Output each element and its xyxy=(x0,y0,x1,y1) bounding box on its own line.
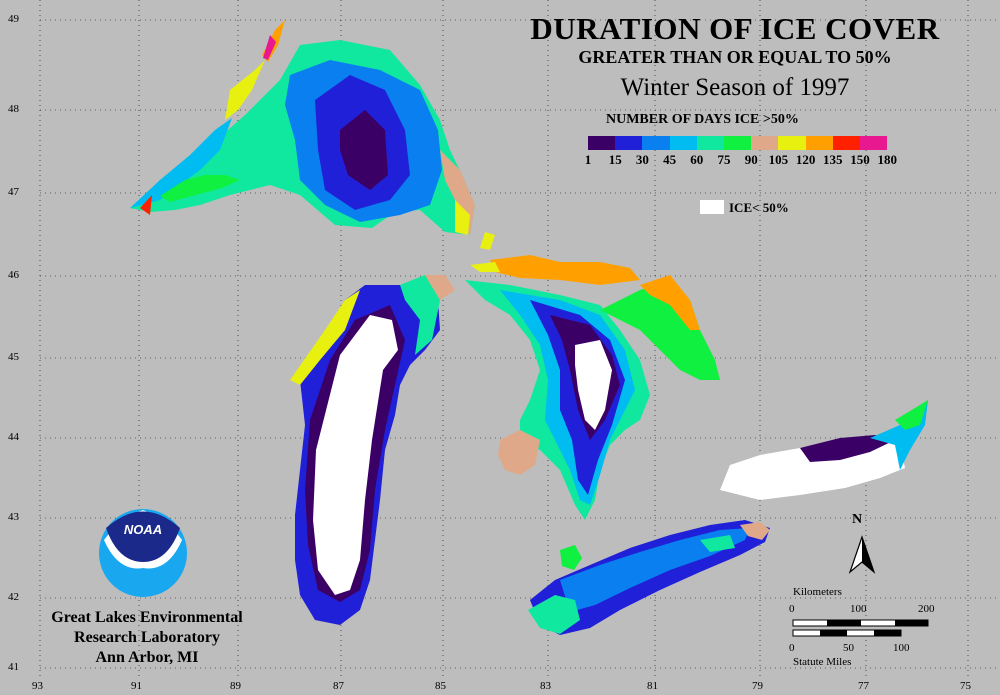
lon-label-93: 93 xyxy=(32,680,43,692)
legend-tick-label: 90 xyxy=(744,152,758,167)
lake-huron xyxy=(465,232,720,520)
lon-label-77: 77 xyxy=(858,680,869,692)
lat-label-45: 45 xyxy=(8,351,19,363)
lat-label-46: 46 xyxy=(8,269,19,281)
noaa-logo: NOAA xyxy=(99,509,187,597)
legend-tick-label: 15 xyxy=(608,152,622,167)
legend-tick-label: 30 xyxy=(635,152,649,167)
legend-tick-label: 105 xyxy=(768,152,789,167)
legend-tick-label: 120 xyxy=(795,152,816,167)
lab-line-1: Great Lakes Environmental xyxy=(51,609,243,626)
lon-label-75: 75 xyxy=(960,680,971,692)
scale-mi-tick-100: 100 xyxy=(893,642,910,654)
ice-legend-label: ICE< 50% xyxy=(729,200,789,215)
lab-line-3: Ann Arbor, MI xyxy=(95,649,199,666)
legend-swatch xyxy=(832,136,860,150)
lat-label-41: 41 xyxy=(8,661,19,673)
legend-tick-label: 45 xyxy=(663,152,677,167)
lake-superior xyxy=(130,20,475,235)
north-label: N xyxy=(852,512,863,527)
lake-erie xyxy=(528,520,770,635)
legend-swatch xyxy=(669,136,697,150)
lat-label-49: 49 xyxy=(8,13,19,25)
legend-swatch xyxy=(642,136,670,150)
north-arrow-icon xyxy=(848,535,876,574)
lon-label-79: 79 xyxy=(752,680,763,692)
lake-st-clair xyxy=(560,545,582,570)
map-title: DURATION OF ICE COVER GREATER THAN OR EQ… xyxy=(520,12,950,104)
legend-swatch xyxy=(778,136,806,150)
lake-michigan xyxy=(290,275,455,625)
legend-title: NUMBER OF DAYS ICE >50% xyxy=(606,112,799,127)
lake-ontario xyxy=(720,400,928,500)
lab-credit: Great Lakes Environmental Research Labor… xyxy=(22,608,272,668)
scale-mi-tick-0: 0 xyxy=(789,642,795,654)
scale-bar xyxy=(792,619,929,637)
scale-mi-tick-50: 50 xyxy=(843,642,854,654)
title-main: DURATION OF ICE COVER xyxy=(530,11,940,46)
lon-label-87: 87 xyxy=(333,680,344,692)
lab-line-2: Research Laboratory xyxy=(74,629,220,646)
scale-km-tick-0: 0 xyxy=(789,603,795,615)
scale-km-tick-200: 200 xyxy=(918,603,935,615)
lon-label-89: 89 xyxy=(230,680,241,692)
lon-label-83: 83 xyxy=(540,680,551,692)
lat-label-42: 42 xyxy=(8,591,19,603)
scale-km-label: Kilometers xyxy=(793,586,842,598)
title-sub: GREATER THAN OR EQUAL TO 50% xyxy=(578,47,892,67)
legend-swatches xyxy=(588,136,888,150)
legend-swatch xyxy=(696,136,724,150)
legend-tick-label: 150 xyxy=(850,152,870,167)
legend-tick-label: 60 xyxy=(690,152,704,167)
legend-tick-label: 1 xyxy=(584,152,592,167)
lat-label-43: 43 xyxy=(8,511,19,523)
lat-label-48: 48 xyxy=(8,103,19,115)
legend-swatch xyxy=(751,136,779,150)
legend-tick-label: 135 xyxy=(823,152,843,167)
svg-text:NOAA: NOAA xyxy=(124,522,162,537)
lon-label-91: 91 xyxy=(131,680,142,692)
lon-label-85: 85 xyxy=(435,680,446,692)
lon-label-81: 81 xyxy=(647,680,658,692)
ice-legend-swatch xyxy=(700,200,724,214)
scale-km-tick-100: 100 xyxy=(850,603,867,615)
legend-swatch xyxy=(588,136,616,150)
legend-swatch xyxy=(615,136,643,150)
legend-swatch xyxy=(859,136,888,150)
legend-swatch xyxy=(805,136,833,150)
legend-swatch xyxy=(723,136,752,150)
legend-tick-label: 75 xyxy=(717,152,731,167)
lat-label-44: 44 xyxy=(8,431,19,443)
title-season: Winter Season of 1997 xyxy=(620,74,850,101)
legend-tick-label: 180 xyxy=(877,152,897,167)
lat-label-47: 47 xyxy=(8,186,19,198)
scale-mi-label: Statute Miles xyxy=(793,656,852,668)
legend-tick-labels: 1 15 30 45 60 75 90 105 120 135 150 180 xyxy=(580,152,940,168)
